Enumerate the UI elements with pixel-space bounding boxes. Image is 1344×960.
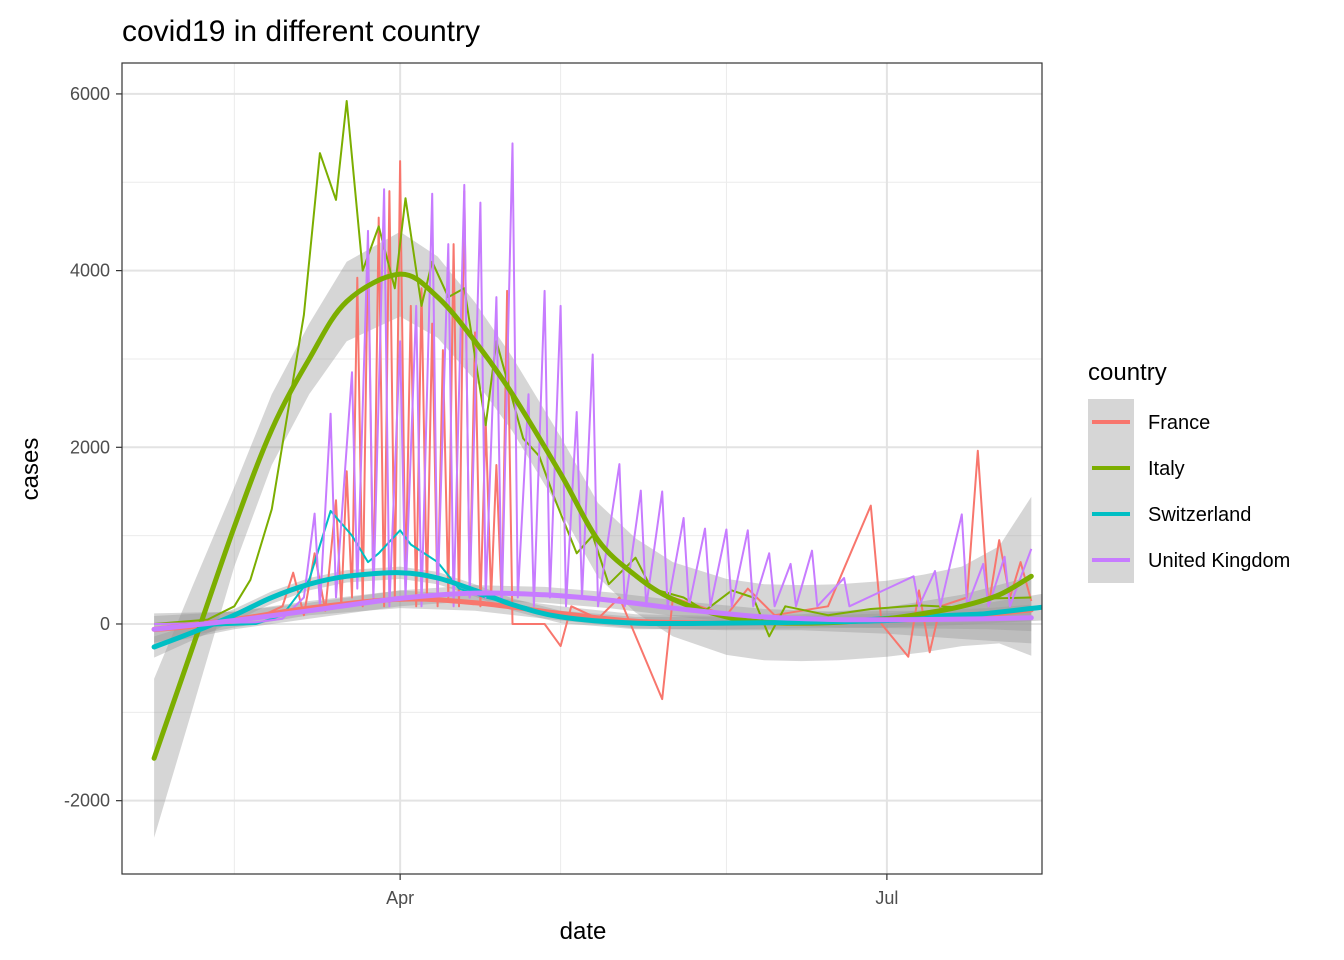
chart-title: covid19 in different country xyxy=(122,15,480,48)
band-france xyxy=(154,576,1032,644)
legend-items: France Italy Switzerland United Kingdom xyxy=(1088,399,1290,583)
y-tick-label: 4000 xyxy=(70,261,110,281)
legend-label-united-kingdom: United Kingdom xyxy=(1148,550,1290,572)
plot-panel xyxy=(122,63,1042,874)
x-axis-title: date xyxy=(560,918,607,945)
grid-major xyxy=(122,63,1042,874)
y-axis: -2000 0 2000 4000 6000 xyxy=(64,84,122,811)
y-tick-label: -2000 xyxy=(64,791,110,811)
legend-label-france: France xyxy=(1148,412,1210,434)
smooth-lines xyxy=(151,271,1042,761)
x-tick-label: Apr xyxy=(386,888,414,908)
grid-minor xyxy=(122,63,1042,874)
panel-border xyxy=(121,62,1043,875)
y-tick-label: 0 xyxy=(100,614,110,634)
legend-label-italy: Italy xyxy=(1148,458,1185,480)
smooth-line-united-kingdom xyxy=(151,590,1034,632)
legend-title: country xyxy=(1088,359,1167,386)
y-tick-label: 6000 xyxy=(70,84,110,104)
y-axis-title: cases xyxy=(17,438,44,501)
series-line-united-kingdom xyxy=(154,142,1033,625)
x-tick-label: Jul xyxy=(875,888,898,908)
x-axis: Apr Jul xyxy=(386,874,898,908)
y-tick-label: 2000 xyxy=(70,437,110,457)
legend: country France Italy Switzerland United Kin… xyxy=(1088,359,1290,583)
legend-label-switzerland: Switzerland xyxy=(1148,504,1251,526)
